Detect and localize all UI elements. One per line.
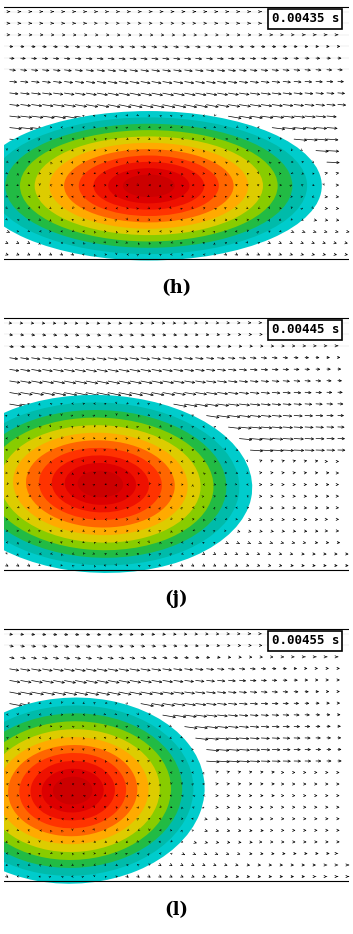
Text: 0.00445 s: 0.00445 s bbox=[271, 323, 339, 336]
Ellipse shape bbox=[108, 168, 190, 204]
Text: 0.00435 s: 0.00435 s bbox=[271, 12, 339, 25]
Ellipse shape bbox=[0, 410, 226, 558]
Ellipse shape bbox=[5, 123, 292, 248]
Text: 0.00455 s: 0.00455 s bbox=[271, 634, 339, 647]
Ellipse shape bbox=[0, 403, 239, 565]
Ellipse shape bbox=[0, 395, 252, 573]
Ellipse shape bbox=[19, 753, 126, 828]
Text: (h): (h) bbox=[161, 279, 192, 297]
Ellipse shape bbox=[0, 698, 205, 884]
Ellipse shape bbox=[65, 463, 136, 504]
Ellipse shape bbox=[0, 111, 322, 261]
Text: (j): (j) bbox=[165, 590, 188, 608]
Ellipse shape bbox=[49, 143, 248, 229]
Ellipse shape bbox=[35, 136, 263, 235]
Ellipse shape bbox=[26, 440, 175, 528]
Ellipse shape bbox=[123, 175, 175, 197]
Ellipse shape bbox=[0, 714, 182, 868]
Ellipse shape bbox=[53, 777, 92, 804]
Ellipse shape bbox=[0, 729, 160, 852]
Ellipse shape bbox=[64, 149, 234, 222]
Ellipse shape bbox=[78, 471, 123, 497]
Ellipse shape bbox=[0, 705, 193, 876]
Ellipse shape bbox=[8, 745, 137, 836]
Ellipse shape bbox=[79, 155, 219, 216]
Ellipse shape bbox=[42, 769, 104, 813]
Ellipse shape bbox=[0, 425, 201, 543]
Ellipse shape bbox=[94, 162, 204, 209]
Ellipse shape bbox=[52, 456, 149, 513]
Ellipse shape bbox=[0, 118, 307, 254]
Ellipse shape bbox=[0, 721, 171, 860]
Ellipse shape bbox=[0, 737, 149, 844]
Ellipse shape bbox=[39, 447, 162, 520]
Ellipse shape bbox=[13, 432, 188, 535]
Text: (l): (l) bbox=[164, 901, 189, 919]
Ellipse shape bbox=[0, 417, 214, 550]
Ellipse shape bbox=[20, 130, 278, 241]
Ellipse shape bbox=[30, 761, 115, 820]
